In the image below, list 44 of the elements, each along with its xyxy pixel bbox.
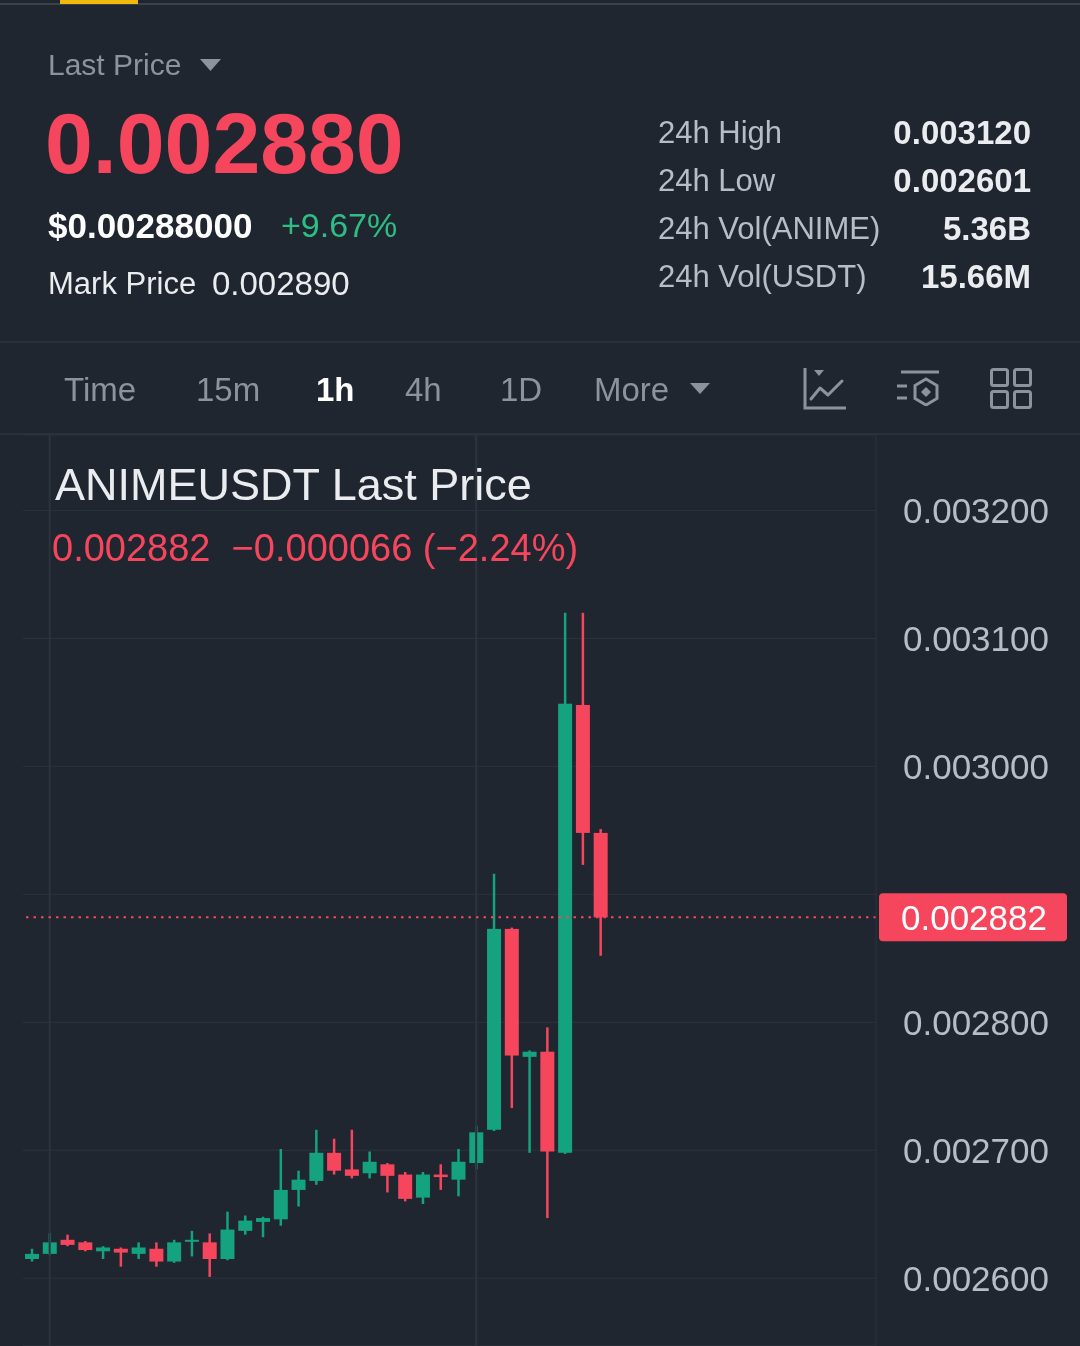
text: 15.66M xyxy=(920,257,1031,295)
text: 24h Vol(ANIME) xyxy=(658,210,881,246)
y-tick-label: 0.003200 xyxy=(903,491,1049,531)
text: 0.003120 xyxy=(893,113,1031,151)
y-tick-label: 0.002700 xyxy=(903,1130,1049,1170)
text: Time xyxy=(64,370,137,408)
candlestick xyxy=(344,1128,359,1180)
candlestick xyxy=(184,1229,199,1258)
candlestick xyxy=(522,1049,537,1155)
candlestick xyxy=(327,1137,342,1176)
candlestick xyxy=(256,1215,271,1239)
text: 0.002601 xyxy=(893,161,1031,199)
text: 5.36B xyxy=(942,209,1031,247)
text: 0.002880 xyxy=(45,95,404,191)
y-tick-label: 0.003100 xyxy=(903,619,1049,659)
text: 1h xyxy=(316,370,355,408)
candlestick xyxy=(113,1246,128,1268)
text: 24h Low xyxy=(658,162,776,198)
ref-line-label: 0.002882 xyxy=(901,897,1047,937)
candlestick xyxy=(167,1238,182,1265)
candlestick xyxy=(202,1232,217,1279)
text: +9.67% xyxy=(281,206,398,244)
text: Mark Price xyxy=(48,265,197,301)
candlestick xyxy=(238,1214,253,1236)
candlestick xyxy=(149,1241,164,1268)
y-tick-label: 0.003000 xyxy=(903,746,1049,786)
text: ANIMEUSDT Last Price xyxy=(55,459,532,510)
text: Last Price xyxy=(48,48,182,81)
text: 0.002890 xyxy=(212,264,350,302)
y-tick-label: 0.002600 xyxy=(903,1258,1049,1298)
text: 24h High xyxy=(658,114,783,150)
text: 0.002882 −0.000066 (−2.24%) xyxy=(52,527,579,569)
candlestick xyxy=(291,1169,306,1208)
candlestick xyxy=(451,1147,466,1198)
text: 1D xyxy=(500,370,543,408)
text: $0.00288000 xyxy=(48,205,253,245)
text: More xyxy=(594,370,670,408)
text: 15m xyxy=(196,370,261,408)
text: 4h xyxy=(405,370,442,408)
y-tick-label: 0.002800 xyxy=(903,1002,1049,1042)
text: 24h Vol(USDT) xyxy=(658,258,867,294)
candlestick xyxy=(380,1161,395,1194)
candlestick xyxy=(415,1170,430,1206)
candlestick xyxy=(362,1150,377,1180)
